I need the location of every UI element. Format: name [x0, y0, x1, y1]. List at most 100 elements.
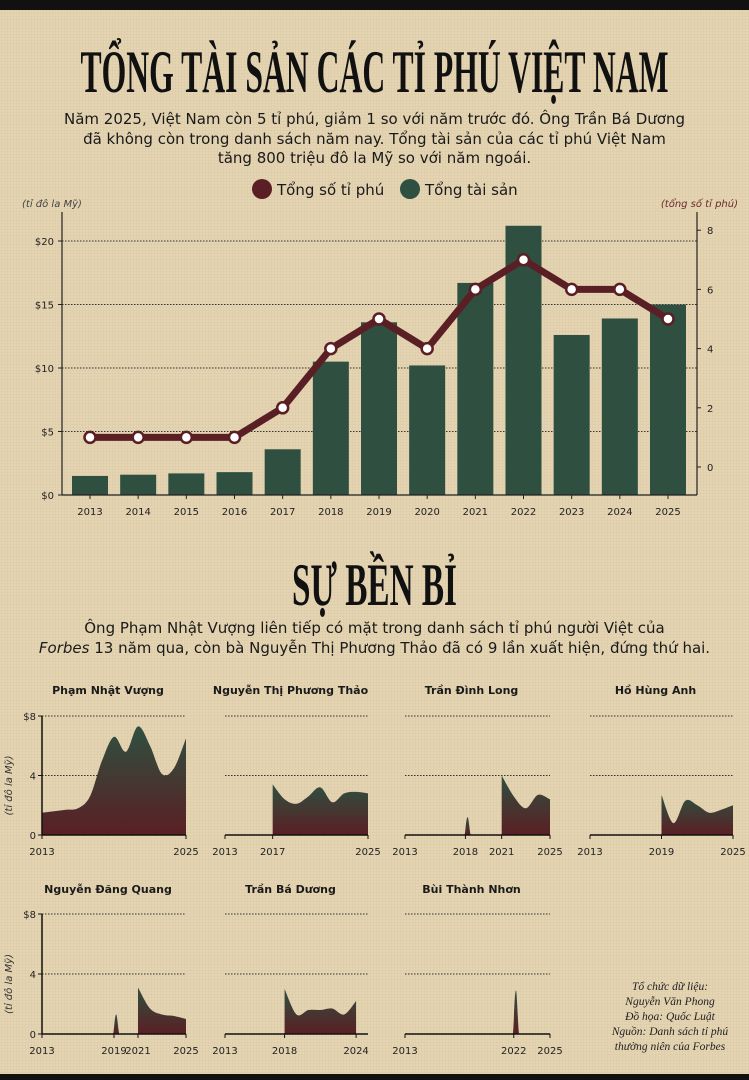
legend: Tổng số tỉ phú Tổng tài sản	[252, 179, 518, 199]
credit-line: Nguồn: Danh sách tỉ phú	[611, 1026, 729, 1038]
left-tick-label: $20	[35, 237, 54, 248]
wealth-area	[284, 989, 357, 1034]
x-tick-label: 2025	[173, 1046, 198, 1057]
panel-3: Hồ Hùng Anh 2013 2019 2025	[577, 684, 745, 858]
panel-6: Bùi Thành Nhơn 2013 2022 2025	[392, 883, 562, 1057]
count-point-2014	[131, 430, 145, 445]
panel-1: Nguyễn Thị Phương Thảo 2013 2017 2025	[212, 684, 380, 858]
count-point-2019	[372, 312, 386, 326]
y-tick-label: 4	[30, 970, 36, 981]
bar-2014	[120, 474, 157, 495]
x-tick-label: 2013	[29, 1046, 54, 1057]
right-tick-label: 0	[707, 463, 713, 474]
left-tick-label: $5	[41, 428, 54, 439]
panel-title: Trần Đình Long	[425, 684, 519, 697]
x-tick-label: 2025	[537, 1046, 562, 1057]
panel-title: Nguyễn Thị Phương Thảo	[213, 684, 369, 697]
x-tick-label: 2019	[649, 847, 674, 858]
left-tick-label: $10	[35, 364, 54, 375]
section2-intro-line: Ông Phạm Nhật Vượng liên tiếp có mặt tro…	[84, 619, 665, 637]
count-point-2017	[275, 401, 290, 415]
count-point-2020	[420, 341, 434, 356]
credit-line: Nguyễn Văn Phong	[625, 996, 715, 1008]
x-tick-label: 2013	[77, 507, 102, 518]
panel-title: Phạm Nhật Vượng	[52, 684, 164, 697]
x-tick-label: 2025	[655, 507, 680, 518]
x-tick-label: 2020	[414, 507, 439, 518]
panel-5: Trần Bá Dương 2013 2018 2024	[212, 883, 369, 1057]
count-point-2015	[179, 430, 194, 445]
credit-line: Đồ họa: Quốc Luật	[625, 1011, 715, 1023]
x-tick-label: 2017	[270, 507, 295, 518]
y-axis-label: (tỉ đô la Mỹ)	[3, 954, 15, 1014]
count-point-2016	[227, 430, 242, 445]
x-tick-label: 2013	[29, 847, 54, 858]
legend-swatch-count	[252, 179, 272, 199]
credit-line: Tổ chức dữ liệu:	[631, 981, 709, 993]
x-tick-label: 2017	[260, 847, 285, 858]
forbes-italic: Forbes	[38, 638, 90, 657]
bar-2017	[264, 449, 301, 495]
panel-title: Bùi Thành Nhơn	[422, 883, 521, 896]
intro-line: Năm 2025, Việt Nam còn 5 tỉ phú, giảm 1 …	[64, 110, 685, 128]
x-tick-label: 2018	[453, 847, 478, 858]
bar-2015	[168, 473, 205, 495]
y-tick-label: 4	[30, 772, 36, 783]
x-tick-label: 2025	[720, 847, 745, 858]
left-axis-label: (tỉ đô la Mỹ)	[22, 198, 82, 210]
x-tick-label: 2019	[101, 1046, 126, 1057]
left-tick-label: $0	[41, 491, 54, 502]
panel-title: Nguyễn Đăng Quang	[44, 883, 172, 896]
x-tick-label: 2013	[392, 1046, 417, 1057]
bar-2016	[216, 472, 253, 495]
y-tick-label: $8	[23, 910, 36, 921]
x-tick-label: 2024	[343, 1046, 368, 1057]
y-axis-label: (tỉ đô la Mỹ)	[3, 756, 15, 816]
bottom-border	[0, 1074, 749, 1080]
x-tick-label: 2021	[463, 507, 488, 518]
x-tick-label: 2025	[537, 847, 562, 858]
bar-2025	[650, 304, 686, 495]
top-border	[0, 0, 749, 10]
bar-2018	[312, 361, 349, 495]
bar-2023	[553, 334, 590, 495]
panel-title: Trần Bá Dương	[245, 883, 336, 896]
x-tick-label: 2014	[125, 507, 150, 518]
wealth-area	[512, 990, 520, 1034]
section2-intro-line: Forbes 13 năm qua, còn bà Nguyễn Thị Phư…	[0, 639, 749, 659]
wealth-area	[113, 1014, 120, 1034]
wealth-area	[138, 987, 186, 1034]
bar-2024	[601, 318, 638, 495]
panel-2: Trần Đình Long 2013 2018 2021 2025	[392, 684, 562, 858]
x-tick-label: 2013	[392, 847, 417, 858]
x-tick-label: 2013	[212, 847, 237, 858]
x-tick-label: 2013	[212, 1046, 237, 1057]
intro-text: Năm 2025, Việt Nam còn 5 tỉ phú, giảm 1 …	[0, 110, 749, 169]
legend-label-count: Tổng số tỉ phú	[276, 181, 384, 199]
x-tick-label: 2018	[318, 507, 343, 518]
count-point-2023	[564, 282, 579, 297]
credit-line: thường niên của Forbes	[614, 1041, 726, 1053]
right-tick-label: 8	[707, 226, 713, 237]
panel-title: Hồ Hùng Anh	[615, 684, 696, 697]
section2-intro-rest: 13 năm qua, còn bà Nguyễn Thị Phương Thả…	[89, 638, 711, 657]
right-tick-label: 2	[707, 404, 713, 415]
x-tick-label: 2021	[125, 1046, 150, 1057]
count-point-2013	[83, 430, 97, 445]
x-tick-label: 2016	[222, 507, 247, 518]
x-tick-label: 2024	[607, 507, 632, 518]
count-point-2018	[324, 341, 338, 356]
bar-2021	[457, 282, 494, 495]
wealth-area	[501, 775, 550, 835]
x-tick-label: 2023	[559, 507, 584, 518]
y-tick-label: 0	[30, 831, 36, 842]
wealth-area	[42, 726, 186, 835]
count-point-2025	[661, 312, 675, 326]
y-tick-label: 0	[30, 1030, 36, 1041]
right-axis-label: (tổng số tỉ phú)	[661, 197, 738, 210]
panel-0: Phạm Nhật Vượng 2013 2025 0 4 $8 (tỉ đô la Mỹ)	[3, 684, 199, 858]
count-point-2022	[516, 253, 531, 267]
legend-label-assets: Tổng tài sản	[424, 181, 518, 199]
x-tick-label: 2022	[511, 507, 536, 518]
